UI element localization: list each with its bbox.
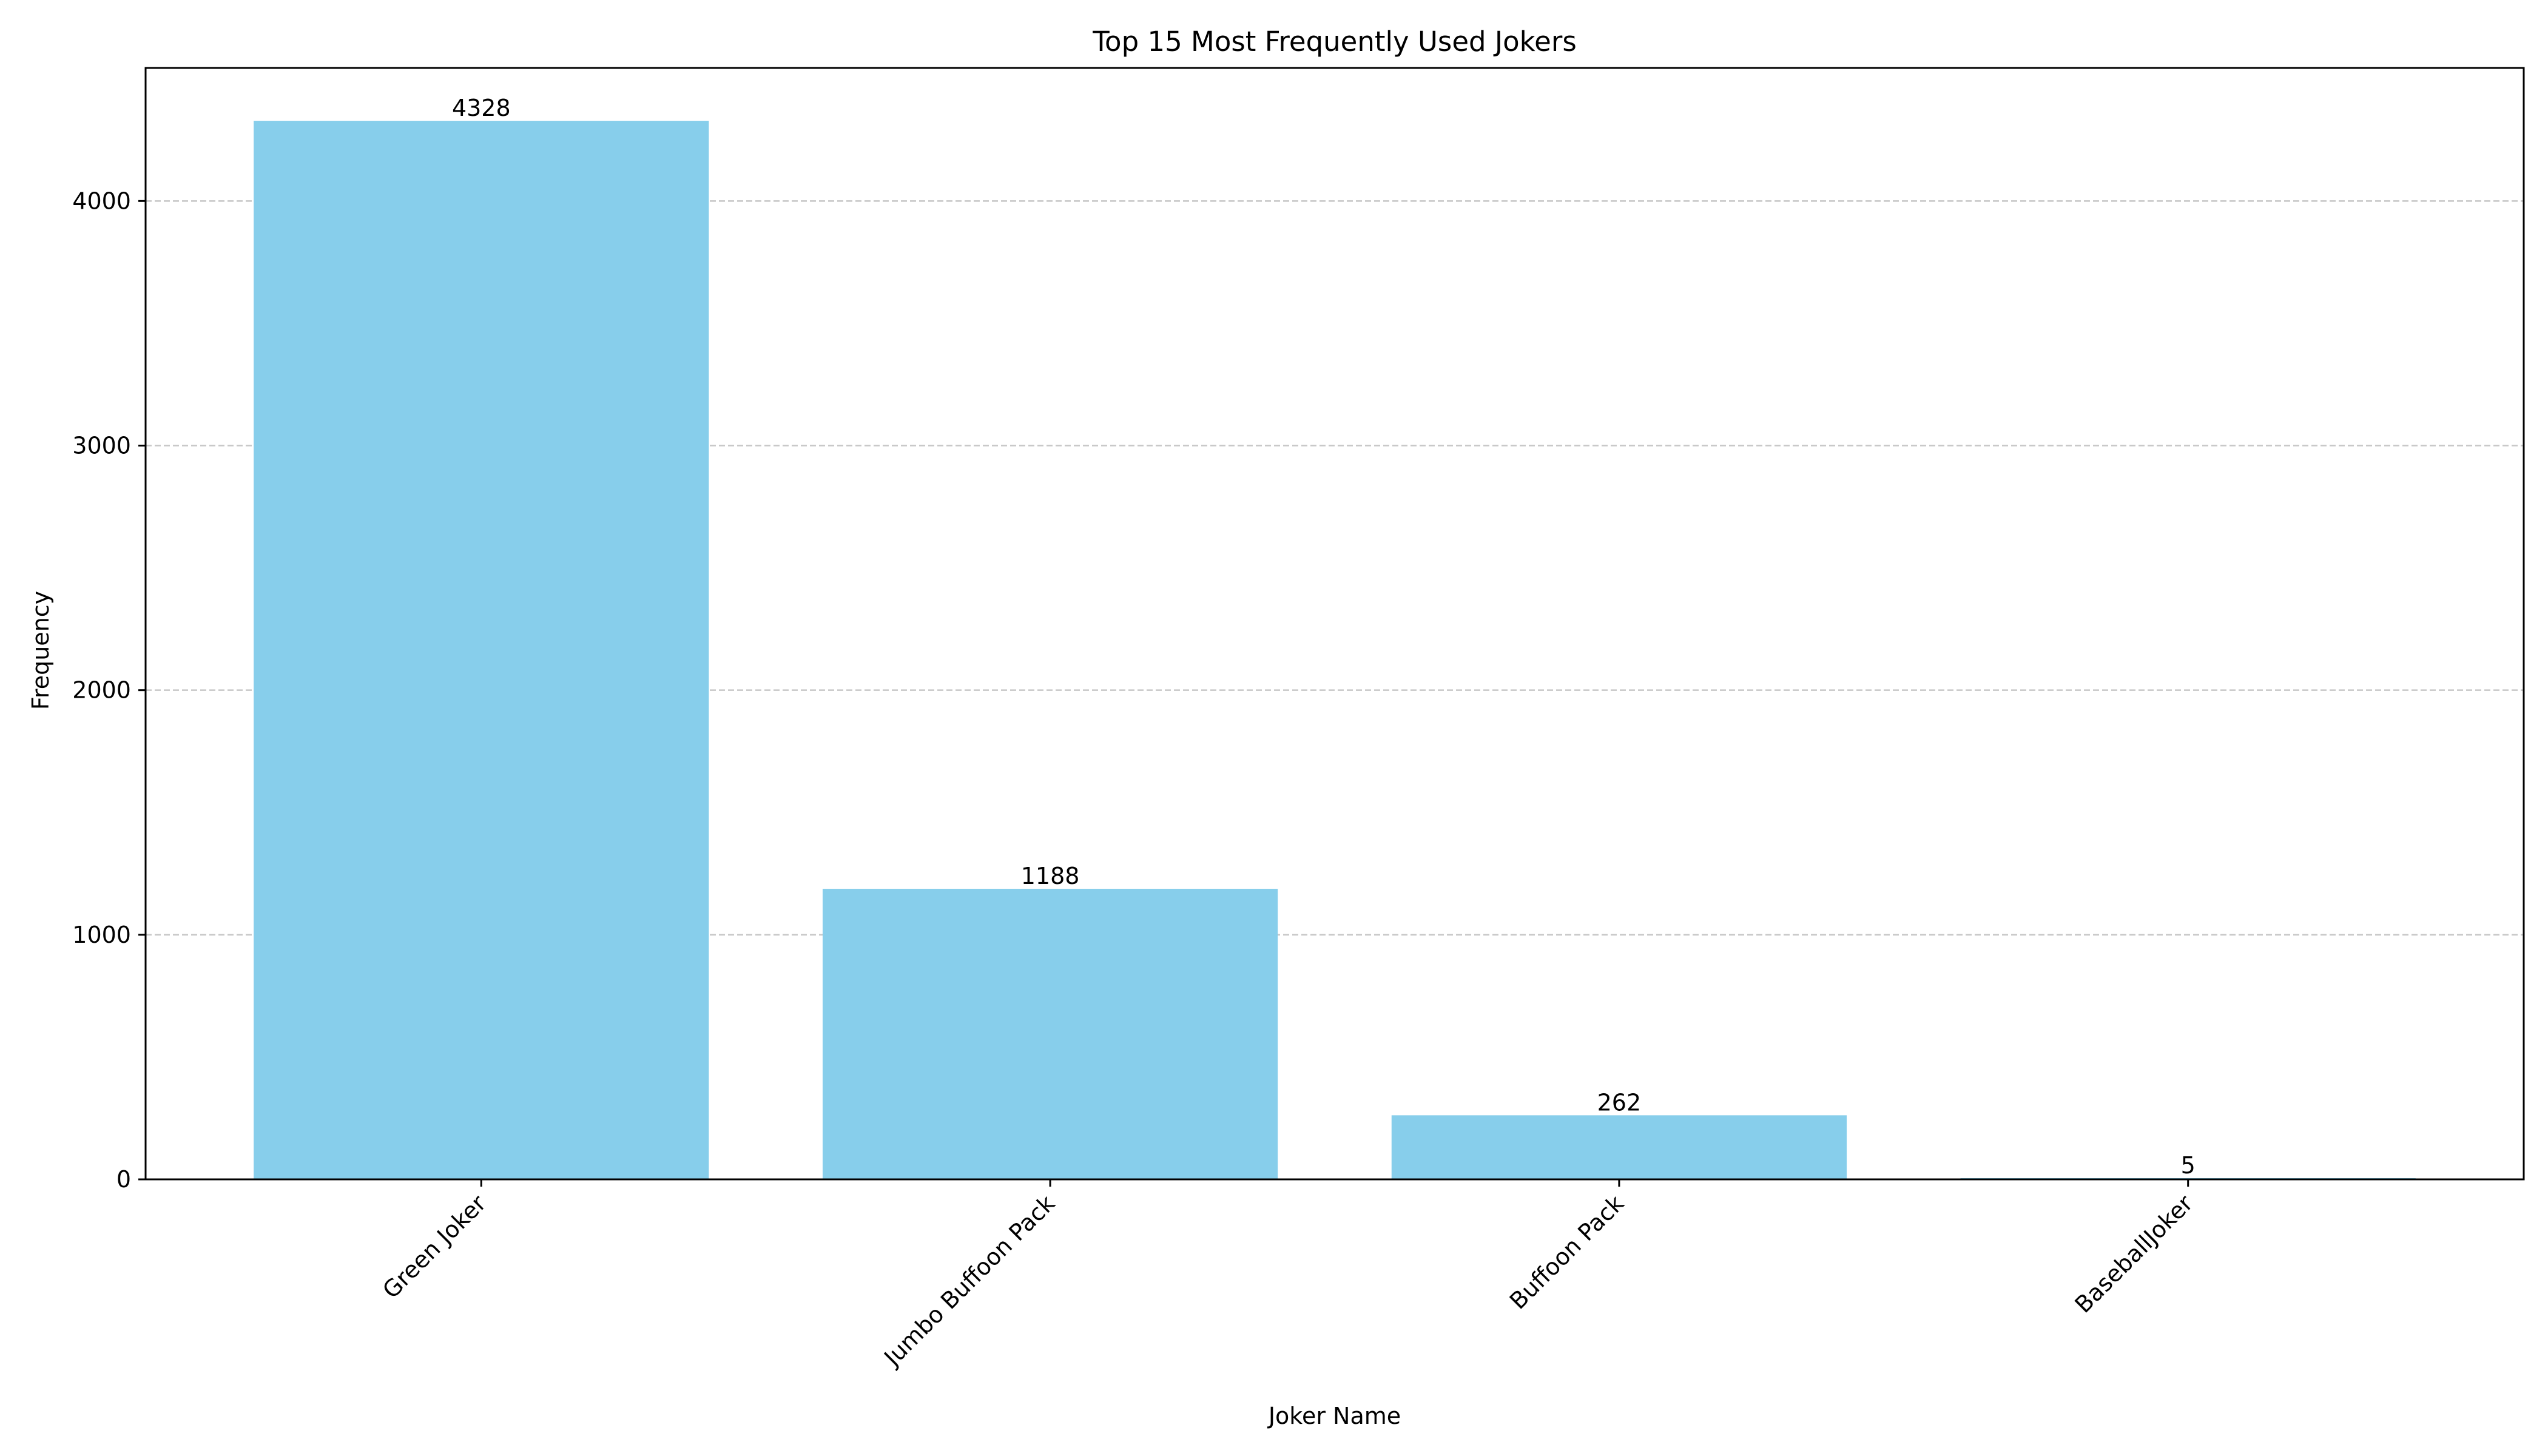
data-label-2: 262	[1597, 1089, 1642, 1116]
y-tick-label-0: 0	[116, 1166, 131, 1193]
axes	[144, 67, 2525, 1181]
bar-1	[822, 889, 1278, 1179]
bar-2	[1391, 1115, 1847, 1179]
bars	[254, 121, 2416, 1180]
y-tick-label-1: 1000	[72, 922, 131, 948]
y-axis-label: Frequency	[27, 591, 54, 710]
data-label-3: 5	[2181, 1152, 2196, 1179]
data-labels: 4328 1188 262 5	[452, 95, 2196, 1179]
plot-frame	[144, 67, 2525, 1181]
chart-title: Top 15 Most Frequently Used Jokers	[1092, 25, 1577, 58]
bar-0	[254, 121, 709, 1180]
y-tick-label-4: 4000	[72, 187, 131, 214]
x-axis-label: Joker Name	[1267, 1403, 1401, 1429]
y-tick-label-2: 2000	[72, 677, 131, 704]
data-label-1: 1188	[1021, 863, 1080, 889]
y-tick-label-3: 3000	[72, 432, 131, 459]
data-label-0: 4328	[452, 95, 511, 121]
